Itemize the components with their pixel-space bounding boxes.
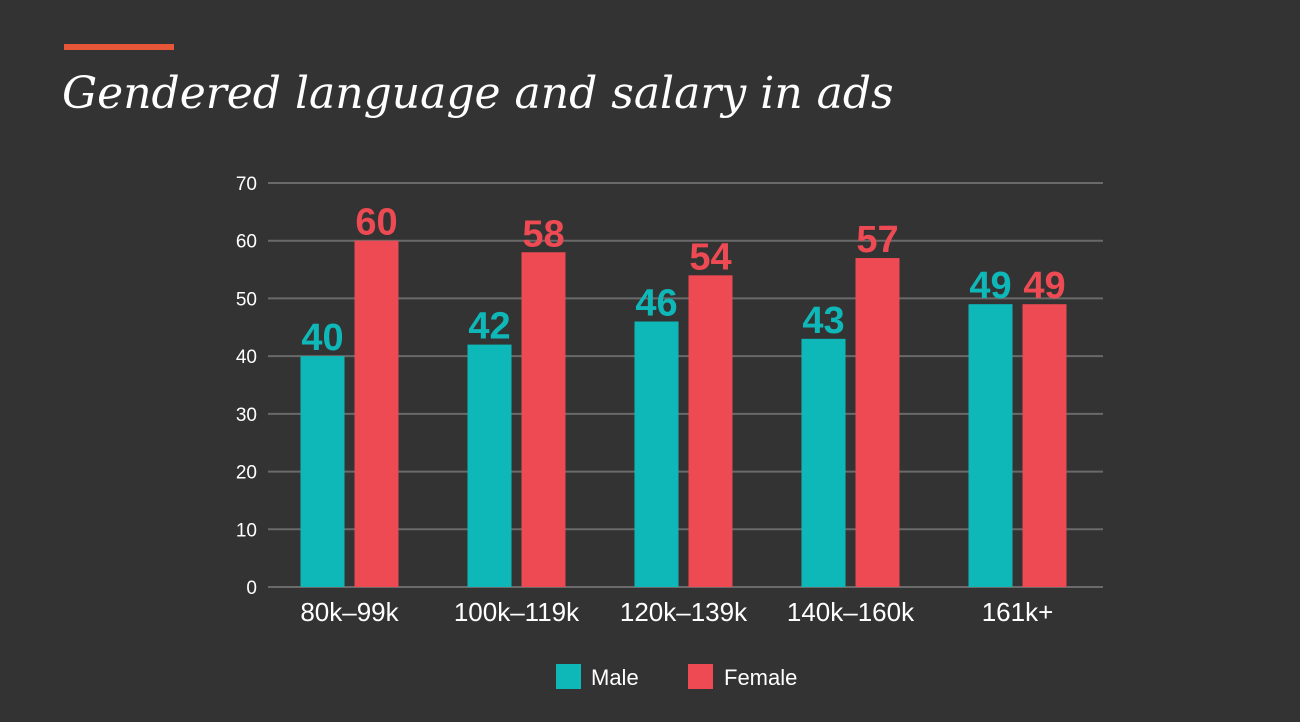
bars <box>300 240 1067 587</box>
x-category-label: 161k+ <box>982 597 1054 627</box>
y-tick-label: 40 <box>236 347 257 368</box>
legend-label-female: Female <box>724 665 797 690</box>
legend-swatch-female <box>688 664 713 689</box>
y-tick-label: 0 <box>246 578 257 599</box>
female-value-label: 49 <box>1023 265 1065 307</box>
y-axis-ticks: 0 10 20 30 40 50 60 70 <box>236 174 257 599</box>
male-bar <box>801 338 846 587</box>
title-accent-line <box>64 44 174 50</box>
y-tick-label: 30 <box>236 405 257 426</box>
y-tick-label: 10 <box>236 520 257 541</box>
y-tick-label: 20 <box>236 463 257 484</box>
legend-label-male: Male <box>591 665 639 690</box>
x-category-label: 100k–119k <box>454 597 580 627</box>
y-tick-label: 50 <box>236 289 257 310</box>
gridlines <box>268 182 1103 588</box>
male-value-label: 42 <box>468 306 510 348</box>
female-bar <box>354 240 399 587</box>
x-category-label: 80k–99k <box>300 597 399 627</box>
x-category-label: 140k–160k <box>787 597 915 627</box>
female-bar <box>1022 304 1067 587</box>
male-bar <box>634 321 679 587</box>
male-bar <box>968 304 1013 587</box>
female-value-label: 57 <box>856 219 898 261</box>
female-value-label: 54 <box>689 236 731 278</box>
x-axis-categories: 80k–99k 100k–119k 120k–139k 140k–160k 161k+ <box>300 597 1053 627</box>
male-bar <box>300 356 345 587</box>
female-bar <box>855 258 900 587</box>
y-tick-label: 60 <box>236 232 257 253</box>
male-value-label: 49 <box>969 265 1011 307</box>
x-category-label: 120k–139k <box>620 597 748 627</box>
male-value-label: 43 <box>802 300 844 342</box>
male-value-label: 40 <box>301 317 343 359</box>
male-bar <box>467 344 512 587</box>
chart-title: Gendered language and salary in ads <box>62 68 894 119</box>
legend: Male Female <box>556 664 797 690</box>
data-labels: 40 60 42 58 46 54 43 57 49 49 <box>301 202 1065 359</box>
female-bar <box>521 252 566 587</box>
legend-swatch-male <box>556 664 581 689</box>
y-tick-label: 70 <box>236 174 257 195</box>
female-value-label: 60 <box>355 202 397 244</box>
male-value-label: 46 <box>635 283 677 325</box>
female-bar <box>688 275 733 587</box>
female-value-label: 58 <box>522 213 564 255</box>
